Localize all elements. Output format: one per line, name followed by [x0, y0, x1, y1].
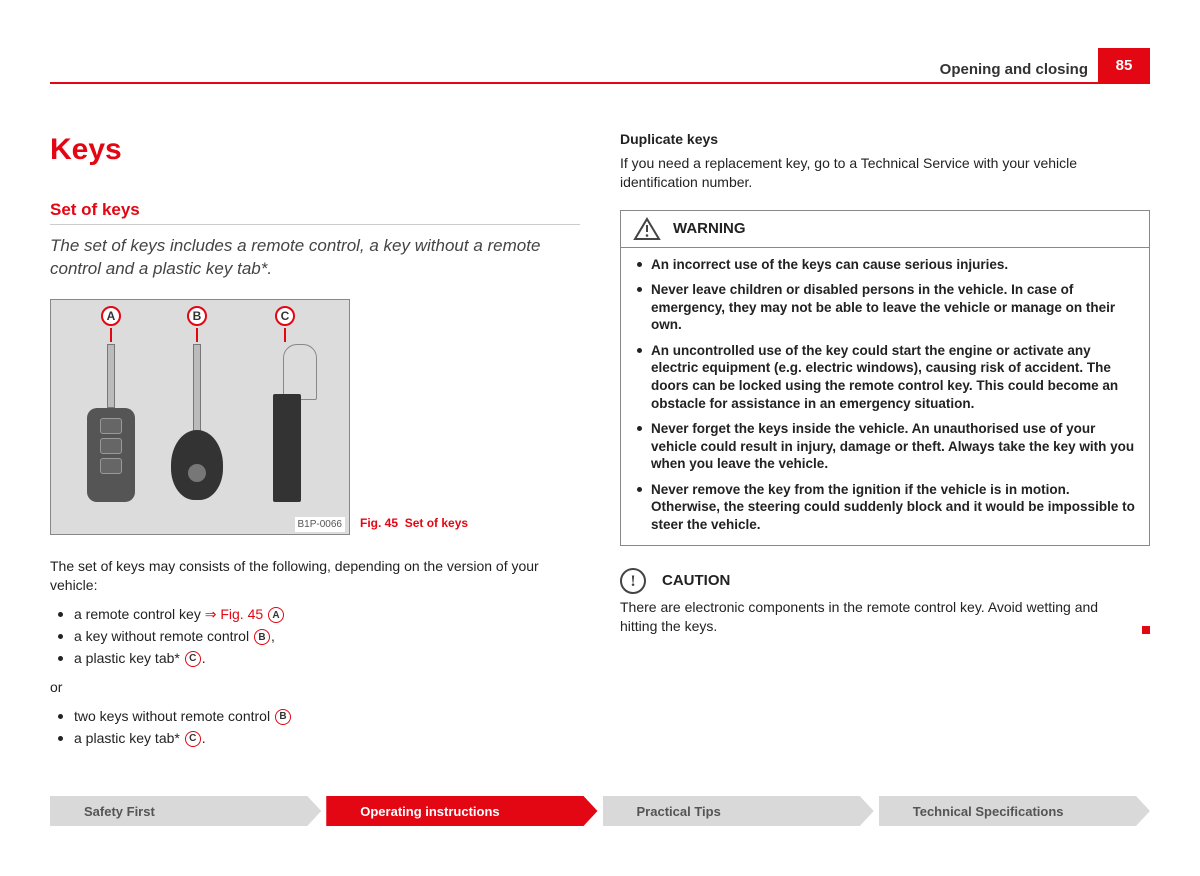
callout-badge-c: C	[275, 306, 295, 326]
callout-line-c	[284, 328, 286, 342]
content-columns: Keys Set of keys The set of keys include…	[50, 130, 1150, 786]
key-c-strap	[283, 344, 317, 400]
warning-item: Never remove the key from the ignition i…	[631, 477, 1139, 538]
list-text: .	[202, 730, 206, 746]
key-a-button-2	[100, 438, 122, 454]
key-b-logo	[188, 464, 206, 482]
key-a-button-3	[100, 458, 122, 474]
caution-label: CAUTION	[662, 571, 730, 591]
caution-text: There are electronic components in the r…	[620, 599, 1098, 634]
figure-code: B1P-0066	[295, 517, 345, 533]
callout-badge-b: B	[187, 306, 207, 326]
inline-badge-a: A	[268, 607, 284, 623]
callout-line-b	[196, 328, 198, 342]
footer-tabs: Safety First Operating instructions Prac…	[50, 796, 1150, 826]
key-a-button-1	[100, 418, 122, 434]
tab-operating-instructions[interactable]: Operating instructions	[326, 796, 597, 826]
warning-header: WARNING	[621, 211, 1149, 248]
list-item: two keys without remote control B	[58, 707, 580, 726]
key-b-head	[171, 430, 223, 500]
figure-45: A B C	[50, 299, 350, 535]
key-a-body	[87, 408, 135, 502]
right-column: Duplicate keys If you need a replacement…	[620, 130, 1150, 786]
tab-practical-tips[interactable]: Practical Tips	[603, 796, 874, 826]
list-text: a remote control key	[74, 606, 205, 622]
key-b-blade	[193, 344, 201, 434]
figure-callout-c: C	[275, 306, 295, 326]
callout-badge-a: A	[101, 306, 121, 326]
list-text: .	[202, 650, 206, 666]
figure-wrap: A B C	[50, 299, 580, 535]
warning-item: Never forget the keys inside the vehicle…	[631, 416, 1139, 477]
manual-page: Opening and closing 85 Keys Set of keys …	[50, 50, 1150, 826]
list-text: two keys without remote control	[74, 708, 274, 724]
figure-caption-text: Set of keys	[405, 516, 468, 530]
list-item: a remote control key ⇒ Fig. 45 A	[58, 605, 580, 624]
warning-label: WARNING	[673, 219, 746, 239]
warning-triangle-icon	[633, 217, 661, 241]
list-separator-or: or	[50, 678, 580, 697]
list-item: a key without remote control B,	[58, 627, 580, 646]
subsection-heading: Set of keys	[50, 199, 580, 226]
warning-box: WARNING An incorrect use of the keys can…	[620, 210, 1150, 547]
intro-paragraph: The set of keys may consists of the foll…	[50, 557, 580, 595]
caution-body: There are electronic components in the r…	[620, 598, 1150, 636]
caution-circle-icon: !	[620, 568, 646, 594]
figure-reference-link[interactable]: ⇒ Fig. 45	[205, 606, 263, 622]
section-end-marker-icon	[1142, 626, 1150, 634]
inline-badge-b: B	[275, 709, 291, 725]
list-text: a plastic key tab*	[74, 730, 184, 746]
warning-item: An uncontrolled use of the key could sta…	[631, 338, 1139, 416]
inline-badge-c: C	[185, 651, 201, 667]
lead-paragraph: The set of keys includes a remote contro…	[50, 235, 580, 281]
tab-safety-first[interactable]: Safety First	[50, 796, 321, 826]
figure-callout-b: B	[187, 306, 207, 326]
key-list-2: two keys without remote control B a plas…	[58, 707, 580, 748]
caution-header: ! CAUTION	[620, 568, 1150, 594]
figure-callout-a: A	[101, 306, 121, 326]
page-number: 85	[1098, 48, 1150, 82]
list-item: a plastic key tab* C.	[58, 729, 580, 748]
list-text: a plastic key tab*	[74, 650, 184, 666]
header-section-title: Opening and closing	[940, 61, 1098, 82]
duplicate-keys-heading: Duplicate keys	[620, 130, 1150, 149]
key-c-tag	[273, 394, 301, 502]
inline-badge-b: B	[254, 629, 270, 645]
warning-item: An incorrect use of the keys can cause s…	[631, 252, 1139, 278]
left-column: Keys Set of keys The set of keys include…	[50, 130, 580, 786]
figure-caption-ref: Fig. 45	[360, 516, 398, 530]
warning-item: Never leave children or disabled persons…	[631, 277, 1139, 338]
section-heading: Keys	[50, 130, 580, 171]
inline-badge-c: C	[185, 731, 201, 747]
figure-caption: Fig. 45 Set of keys	[360, 515, 468, 535]
list-item: a plastic key tab* C.	[58, 649, 580, 668]
warning-body: An incorrect use of the keys can cause s…	[621, 248, 1149, 546]
tab-technical-specifications[interactable]: Technical Specifications	[879, 796, 1150, 826]
key-a-blade	[107, 344, 115, 408]
callout-line-a	[110, 328, 112, 342]
page-header: Opening and closing 85	[50, 50, 1150, 84]
list-text: ,	[271, 628, 275, 644]
list-text: a key without remote control	[74, 628, 253, 644]
key-list-1: a remote control key ⇒ Fig. 45 A a key w…	[58, 605, 580, 668]
duplicate-keys-text: If you need a replacement key, go to a T…	[620, 154, 1150, 192]
